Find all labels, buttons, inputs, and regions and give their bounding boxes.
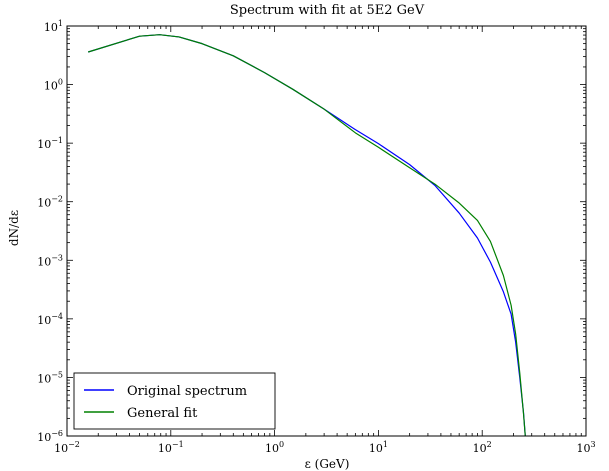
plot-area: 10−2 10−1 100 101 102 103 10−6 10−5 10−4 10−3 10−2… [37,19,595,455]
y-tick-label: 100 [44,78,63,93]
legend-label-1: Original spectrum [127,384,247,399]
y-axis-label: dN/dε [7,210,21,246]
plot-frame [66,25,587,437]
x-tick-label: 10−1 [158,440,184,455]
y-tick-label: 101 [44,19,63,34]
x-tick-label: 100 [265,440,284,455]
y-tick-label: 10−4 [37,312,63,327]
legend-label-2: General fit [127,406,198,421]
series-line-2 [88,34,526,437]
x-tick-label: 101 [369,440,388,455]
y-tick-label: 10−6 [37,429,63,444]
legend-box [73,372,276,430]
y-tick-label: 10−1 [37,136,63,151]
y-tick-label: 10−2 [37,195,63,210]
chart-title: Spectrum with fit at 5E2 GeV [230,3,425,18]
x-tick-label: 103 [576,440,595,455]
x-tick-label: 10−2 [54,440,80,455]
x-tick-label: 102 [473,440,492,455]
x-axis-label: ε (GeV) [305,457,350,471]
y-tick-label: 10−5 [37,370,63,385]
y-tick-label: 10−3 [37,253,63,268]
